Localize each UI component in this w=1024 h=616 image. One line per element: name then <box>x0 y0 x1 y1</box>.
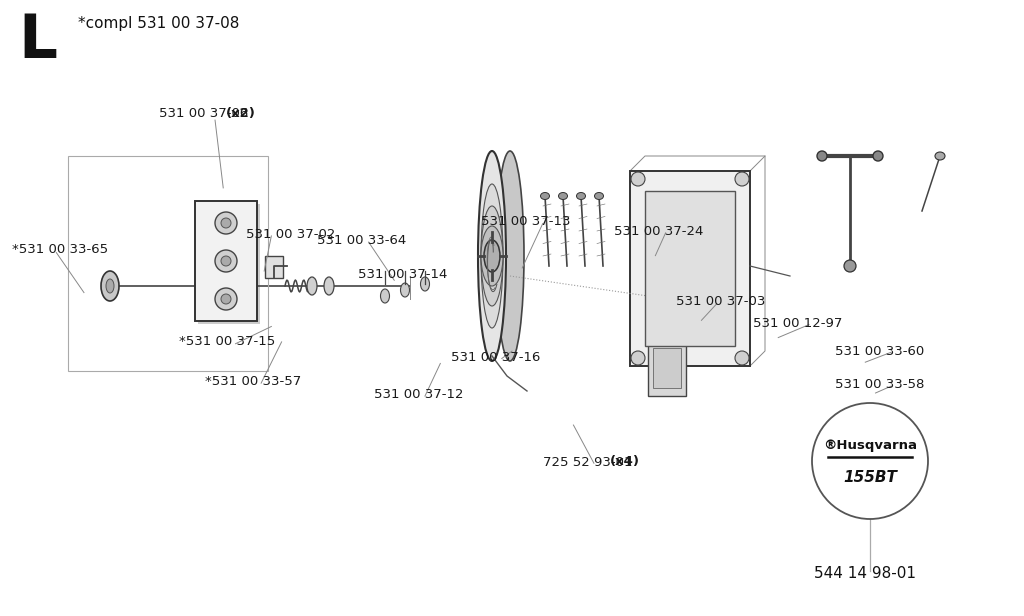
Ellipse shape <box>481 206 503 306</box>
Ellipse shape <box>496 151 524 361</box>
Text: 531 00 33-58: 531 00 33-58 <box>835 378 924 392</box>
Bar <box>195 201 257 321</box>
Ellipse shape <box>558 192 567 200</box>
Text: 544 14 98-01: 544 14 98-01 <box>814 567 916 582</box>
Text: 531 00 37-13: 531 00 37-13 <box>481 215 570 229</box>
Circle shape <box>631 351 645 365</box>
Ellipse shape <box>106 279 114 293</box>
Text: 531 00 12-97: 531 00 12-97 <box>753 317 842 330</box>
Bar <box>198 204 260 324</box>
Text: 531 00 37-12: 531 00 37-12 <box>374 387 463 401</box>
Ellipse shape <box>307 277 317 295</box>
Text: 531 00 33-64: 531 00 33-64 <box>317 233 407 247</box>
Ellipse shape <box>481 184 503 328</box>
Text: 531 00 37-16: 531 00 37-16 <box>451 351 540 364</box>
Text: 531 00 37-14: 531 00 37-14 <box>358 267 447 281</box>
Text: *531 00 37-15: *531 00 37-15 <box>179 335 275 349</box>
Ellipse shape <box>324 277 334 295</box>
Text: 531 00 37-06: 531 00 37-06 <box>159 107 252 121</box>
Ellipse shape <box>595 192 603 200</box>
Bar <box>68 156 268 371</box>
Ellipse shape <box>381 289 389 303</box>
Bar <box>645 191 735 346</box>
Circle shape <box>221 256 231 266</box>
Text: 531 00 37-03: 531 00 37-03 <box>676 295 765 309</box>
Text: (x4): (x4) <box>609 455 639 469</box>
Ellipse shape <box>577 192 586 200</box>
Ellipse shape <box>421 277 429 291</box>
Text: (x2): (x2) <box>225 107 255 121</box>
Text: ®Husqvarna: ®Husqvarna <box>823 439 918 452</box>
Circle shape <box>215 250 237 272</box>
Ellipse shape <box>101 271 119 301</box>
Circle shape <box>735 172 749 186</box>
Ellipse shape <box>484 240 500 272</box>
Ellipse shape <box>541 192 550 200</box>
Ellipse shape <box>481 226 503 286</box>
Ellipse shape <box>844 260 856 272</box>
Text: *531 00 33-65: *531 00 33-65 <box>12 243 109 256</box>
Circle shape <box>735 351 749 365</box>
Circle shape <box>221 218 231 228</box>
Bar <box>630 171 750 366</box>
Circle shape <box>631 172 645 186</box>
Text: 531 00 37-24: 531 00 37-24 <box>614 224 703 238</box>
Ellipse shape <box>935 152 945 160</box>
Ellipse shape <box>817 151 827 161</box>
Text: *531 00 33-57: *531 00 33-57 <box>205 375 301 389</box>
Text: L: L <box>18 12 57 71</box>
Circle shape <box>215 212 237 234</box>
Text: 531 00 33-60: 531 00 33-60 <box>835 344 924 358</box>
Bar <box>265 256 283 278</box>
Ellipse shape <box>400 283 410 297</box>
Circle shape <box>221 294 231 304</box>
Text: 531 00 37-02: 531 00 37-02 <box>246 227 335 241</box>
Circle shape <box>215 288 237 310</box>
Text: *compl 531 00 37-08: *compl 531 00 37-08 <box>78 16 240 31</box>
Ellipse shape <box>873 151 883 161</box>
Ellipse shape <box>478 151 506 361</box>
Bar <box>653 348 681 388</box>
Text: 725 52 93-01: 725 52 93-01 <box>543 455 637 469</box>
Text: 155BT: 155BT <box>843 469 897 485</box>
Bar <box>648 338 686 396</box>
